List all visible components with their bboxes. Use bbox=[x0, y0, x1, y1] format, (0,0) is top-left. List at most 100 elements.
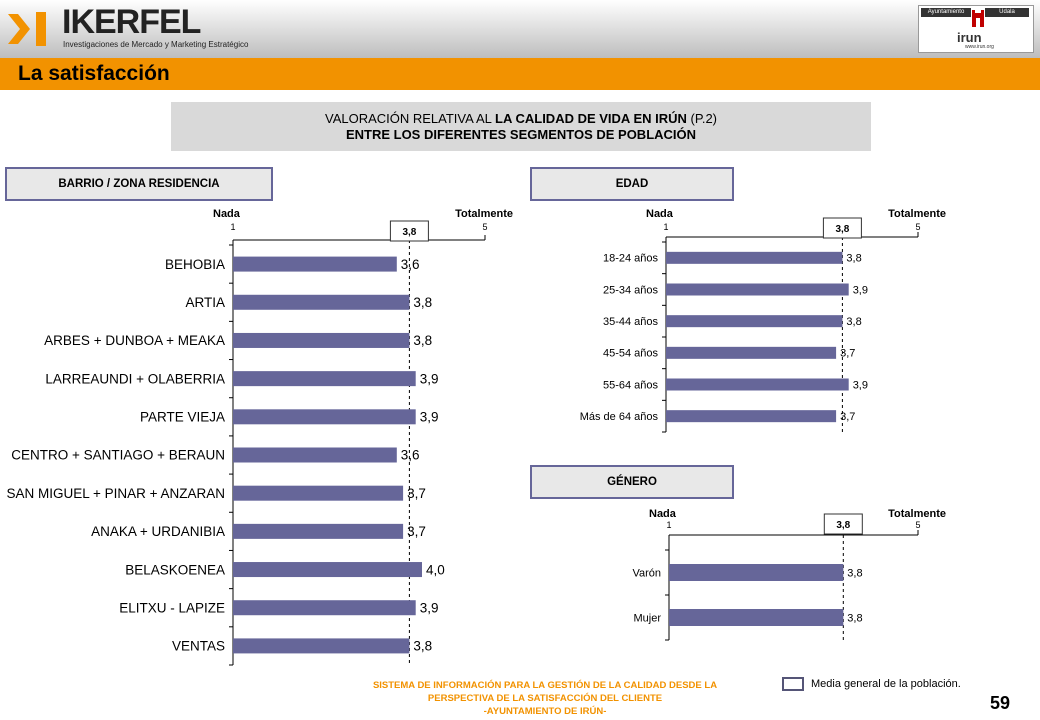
chart0-value-label: 3,7 bbox=[407, 524, 426, 539]
chart0-scale-min-label: Nada bbox=[213, 208, 241, 220]
chart2-value-label: 3,8 bbox=[847, 612, 862, 624]
chart1-bar bbox=[666, 378, 849, 391]
chart0-category-label: BELASKOENEA bbox=[125, 562, 225, 577]
chart0-category-label: ANAKA + URDANIBIA bbox=[91, 524, 225, 539]
title-bold: LA CALIDAD DE VIDA EN IRÚN bbox=[495, 111, 687, 126]
chart0-bar bbox=[233, 409, 416, 425]
legend-swatch bbox=[782, 677, 804, 691]
chart0-tick-max: 5 bbox=[482, 222, 487, 232]
title-line-1: VALORACIÓN RELATIVA AL LA CALIDAD DE VID… bbox=[171, 111, 871, 127]
chart2-bar bbox=[669, 609, 844, 626]
chart2-category-label: Varón bbox=[632, 567, 661, 579]
chart1-value-label: 3,7 bbox=[840, 348, 855, 360]
section-title: La satisfacción bbox=[18, 62, 170, 85]
chart0-value-label: 3,7 bbox=[407, 486, 426, 501]
chart1-mean-label: 3,8 bbox=[835, 224, 849, 235]
chart0-value-label: 3,6 bbox=[401, 257, 420, 272]
ikerfel-logo-icon bbox=[8, 12, 46, 46]
chart1-scale-min-label: Nada bbox=[646, 208, 674, 220]
chart1-scale-max-label: Totalmente bbox=[888, 208, 946, 220]
title-prefix: VALORACIÓN RELATIVA AL bbox=[324, 111, 496, 126]
section-box-barrio: BARRIO / ZONA RESIDENCIA bbox=[5, 167, 273, 201]
chart1-value-label: 3,7 bbox=[840, 411, 855, 423]
chart0-bar bbox=[233, 371, 416, 387]
chart0-bar bbox=[233, 447, 397, 463]
chart1-mean-box bbox=[822, 217, 862, 239]
chart1-tick-max: 5 bbox=[915, 222, 920, 232]
chart1-tick-min: 1 bbox=[663, 222, 668, 232]
chart1-value-label: 3,8 bbox=[846, 316, 861, 328]
chart1-bar bbox=[666, 346, 837, 359]
chart1-bar bbox=[666, 315, 843, 328]
chart1-bar bbox=[666, 410, 837, 423]
chart0-bar bbox=[233, 600, 416, 616]
municipality-logo: Ayuntamiento Udala irun www.irun.org bbox=[918, 5, 1034, 53]
chart0-bar bbox=[233, 485, 404, 501]
chart0-category-label: ELITXU - LAPIZE bbox=[119, 600, 225, 615]
chart0-category-label: ARTIA bbox=[185, 295, 225, 310]
chart2-tick-max: 5 bbox=[915, 520, 920, 530]
chart1-bar bbox=[666, 251, 843, 264]
chart0-value-label: 3,6 bbox=[401, 448, 420, 463]
brand-name: IKERFEL bbox=[62, 3, 201, 41]
title-line-2: ENTRE LOS DIFERENTES SEGMENTOS DE POBLAC… bbox=[345, 127, 697, 142]
chart2-value-label: 3,8 bbox=[847, 567, 862, 579]
chart0-mean-box bbox=[389, 220, 429, 242]
section-box-genero: GÉNERO bbox=[530, 465, 734, 499]
chart0-category-label: ARBES + DUNBOA + MEAKA bbox=[44, 333, 225, 348]
chart0-bar bbox=[233, 256, 397, 272]
chart2-scale-max-label: Totalmente bbox=[888, 508, 946, 520]
chart2-mean-label: 3,8 bbox=[836, 520, 850, 531]
chart0-value-label: 3,8 bbox=[413, 295, 432, 310]
chart1-category-label: 45-54 años bbox=[603, 348, 659, 360]
chart2-mean-box bbox=[823, 513, 863, 535]
chart0-bar bbox=[233, 638, 410, 654]
chart0-bar bbox=[233, 523, 404, 539]
castle-icon bbox=[972, 10, 984, 27]
chart0-category-label: CENTRO + SANTIAGO + BERAUN bbox=[11, 448, 225, 463]
page-number: 59 bbox=[990, 693, 1011, 713]
chart2-bar bbox=[669, 564, 844, 581]
chart0-value-label: 3,9 bbox=[420, 371, 439, 386]
footer-line-3: -AYUNTAMIENTO DE IRÚN- bbox=[483, 706, 607, 717]
chart2-scale-min-label: Nada bbox=[649, 508, 677, 520]
section-box-edad: EDAD bbox=[530, 167, 734, 201]
header-band bbox=[0, 0, 1040, 58]
chart0-bar bbox=[233, 332, 410, 348]
municipality-right-label: Udala bbox=[985, 8, 1029, 17]
legend-label: Media general de la población. bbox=[811, 678, 961, 690]
footer-line-1: SISTEMA DE INFORMACIÓN PARA LA GESTIÓN D… bbox=[372, 680, 718, 691]
chart1-value-label: 3,9 bbox=[853, 379, 868, 391]
chart1-category-label: 35-44 años bbox=[603, 316, 659, 328]
chart0-bar bbox=[233, 294, 410, 310]
title-suffix: (P.2) bbox=[686, 111, 718, 126]
chart1-category-label: 18-24 años bbox=[603, 253, 659, 265]
chart0-bar bbox=[233, 562, 422, 578]
chart1-value-label: 3,8 bbox=[846, 253, 861, 265]
chart0-tick-min: 1 bbox=[230, 222, 235, 232]
municipality-left-label: Ayuntamiento bbox=[921, 8, 971, 17]
chart1-bar bbox=[666, 283, 849, 296]
chart2-category-label: Mujer bbox=[633, 612, 661, 624]
chart0-category-label: SAN MIGUEL + PINAR + ANZARAN bbox=[6, 486, 225, 501]
chart0-value-label: 3,8 bbox=[413, 639, 432, 654]
chart0-category-label: VENTAS bbox=[172, 639, 225, 654]
chart0-value-label: 3,8 bbox=[413, 333, 432, 348]
chart0-value-label: 3,9 bbox=[420, 600, 439, 615]
chart0-mean-label: 3,8 bbox=[402, 227, 416, 238]
footer-text: SISTEMA DE INFORMACIÓN PARA LA GESTIÓN D… bbox=[320, 679, 770, 718]
municipality-name: irun bbox=[957, 30, 982, 45]
chart0-scale-max-label: Totalmente bbox=[455, 208, 513, 220]
chart1-category-label: Más de 64 años bbox=[580, 411, 659, 423]
chart1-category-label: 25-34 años bbox=[603, 284, 659, 296]
brand-tagline: Investigaciones de Mercado y Marketing E… bbox=[63, 40, 249, 49]
footer-line-2: PERSPECTIVA DE LA SATISFACCIÓN DEL CLIEN… bbox=[427, 693, 663, 704]
chart0-category-label: LARREAUNDI + OLABERRIA bbox=[45, 371, 225, 386]
chart0-value-label: 3,9 bbox=[420, 410, 439, 425]
chart0-category-label: PARTE VIEJA bbox=[140, 410, 225, 425]
municipality-url: www.irun.org bbox=[965, 44, 994, 50]
chart-title-box: VALORACIÓN RELATIVA AL LA CALIDAD DE VID… bbox=[171, 102, 871, 151]
chart2-tick-min: 1 bbox=[666, 520, 671, 530]
section-bar bbox=[0, 58, 1040, 90]
